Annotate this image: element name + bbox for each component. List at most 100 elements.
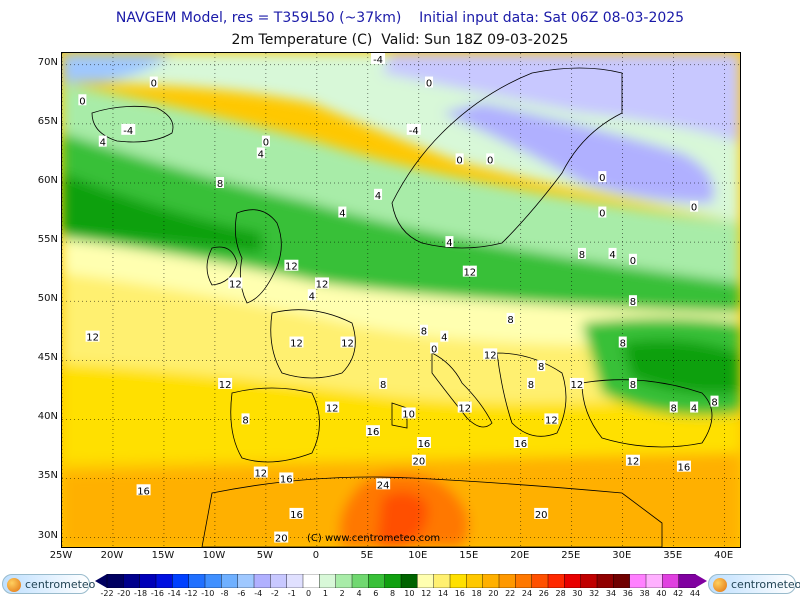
lat-label: 50N xyxy=(37,293,58,305)
colorbar-label: 18 xyxy=(471,589,482,598)
colorbar-swatch xyxy=(466,574,484,588)
colorbar-label: 30 xyxy=(572,589,583,598)
contour-label: 4 xyxy=(258,149,264,160)
contour-label: 12 xyxy=(341,339,354,350)
colorbar-label: 44 xyxy=(689,589,701,598)
centrometeo-logo-left[interactable]: centrometeo xyxy=(2,574,95,594)
contour-label-bg xyxy=(216,177,225,188)
contour-label: 8 xyxy=(421,327,427,338)
contour-label: 12 xyxy=(86,333,99,344)
colorbar-swatch xyxy=(564,574,582,588)
centrometeo-logo-right[interactable]: centrometeo xyxy=(708,574,800,594)
contour-label-bg xyxy=(218,377,233,389)
contour-label: 4 xyxy=(100,138,106,149)
contour-label: 8 xyxy=(630,297,636,308)
colorbar-label: 16 xyxy=(454,589,465,598)
colorbar-label: -20 xyxy=(117,589,131,598)
colorbar-label: 24 xyxy=(521,589,533,598)
colorbar-swatch xyxy=(302,574,321,588)
colorbar-label: 12 xyxy=(421,589,432,598)
contour-label: 12 xyxy=(316,279,329,290)
colorbar-swatch xyxy=(335,574,353,588)
contour-label: -4 xyxy=(123,126,133,137)
logo-left-text: centrometeo xyxy=(25,578,96,591)
contour-label-bg xyxy=(307,289,316,301)
contour-label-bg xyxy=(506,312,515,324)
contour-label-bg xyxy=(534,507,549,519)
colorbar-swatch xyxy=(172,574,190,588)
contour-label: 4 xyxy=(691,404,697,415)
contour-label: 16 xyxy=(137,486,150,497)
contour-label: 8 xyxy=(711,398,717,409)
lon-label: 35E xyxy=(663,550,683,561)
colorbar-swatch xyxy=(482,574,500,588)
contour-label-bg xyxy=(406,123,421,135)
contour-label-bg xyxy=(462,265,477,277)
colorbar-swatch xyxy=(139,574,157,588)
contour-label-bg xyxy=(314,277,329,289)
sun-icon xyxy=(7,578,21,592)
colorbar-swatch xyxy=(384,574,402,588)
contour-label-bg xyxy=(483,348,498,360)
colorbar xyxy=(95,574,707,588)
contour-label-bg xyxy=(425,76,434,88)
contour-label: 0 xyxy=(426,79,432,90)
colorbar-swatch xyxy=(270,574,288,588)
lat-label: 30N xyxy=(37,529,58,541)
colorbar-swatch xyxy=(237,574,255,588)
contour-label: 8 xyxy=(242,415,248,426)
contour-label: 20 xyxy=(535,510,548,521)
colorbar-swatch xyxy=(221,574,239,588)
contour-label: 0 xyxy=(456,155,462,166)
contour-label-bg xyxy=(340,336,355,348)
contour-label: 12 xyxy=(290,339,303,350)
contour-label: 16 xyxy=(514,439,527,450)
contour-label: 8 xyxy=(507,315,513,326)
contour-label-bg xyxy=(419,324,428,336)
lon-label: 30E xyxy=(612,550,632,561)
colorbar-label: 34 xyxy=(605,589,617,598)
contour-label: 12 xyxy=(219,380,232,391)
temperature-map[interactable]: -4 0 0 -4 4 0 4 0 -4 0 4 0 0 0 0 8 4 12 12 12 4 8 12 4 0 8 12 12 4 12… xyxy=(61,52,741,548)
colorbar-label: -4 xyxy=(254,589,263,598)
contour-label-bg xyxy=(625,454,640,466)
colorbar-label: -2 xyxy=(271,589,279,598)
contour-label-bg xyxy=(228,277,243,289)
lat-label: 60N xyxy=(37,175,58,186)
colorbar-swatch xyxy=(351,574,370,588)
contour-label: -4 xyxy=(409,126,419,137)
colorbar-label: 22 xyxy=(505,589,516,598)
contour-label: 0 xyxy=(431,344,437,355)
contour-label: -4 xyxy=(373,55,383,66)
contour-label: 16 xyxy=(290,510,303,521)
contour-label-bg xyxy=(376,478,391,490)
contour-label-bg xyxy=(577,247,586,259)
colorbar-label: 4 xyxy=(356,589,362,598)
lon-label: 0 xyxy=(312,550,320,561)
lat-label: 70N xyxy=(37,56,58,68)
contour-label: 12 xyxy=(326,404,339,415)
contour-label: 16 xyxy=(418,439,431,450)
contour-label: 4 xyxy=(375,191,381,202)
contour-label: 10 xyxy=(402,409,415,420)
contour-label-bg xyxy=(690,401,699,413)
colorbar-label: 38 xyxy=(639,589,650,598)
contour-label-bg xyxy=(85,330,100,342)
colorbar-label: 0 xyxy=(306,589,312,598)
colorbar-swatch xyxy=(319,574,337,588)
sun-icon xyxy=(713,578,727,592)
contour-label: 8 xyxy=(620,339,626,350)
contour-label: 12 xyxy=(254,469,267,480)
contour-label-bg xyxy=(513,437,528,448)
map-title: NAVGEM Model, res = T359L50 (~37km) Init… xyxy=(115,10,685,26)
colorbar-label: 1 xyxy=(322,589,328,598)
colorbar-label: -16 xyxy=(150,589,164,598)
colorbar-swatch xyxy=(433,574,451,588)
contour-label: 12 xyxy=(229,279,242,290)
contour-label-bg xyxy=(618,336,627,348)
colorbar-swatch xyxy=(662,574,680,588)
contour-label-bg xyxy=(253,466,268,478)
colorbar-swatch xyxy=(596,574,615,588)
colorbar-label: 40 xyxy=(656,589,667,598)
